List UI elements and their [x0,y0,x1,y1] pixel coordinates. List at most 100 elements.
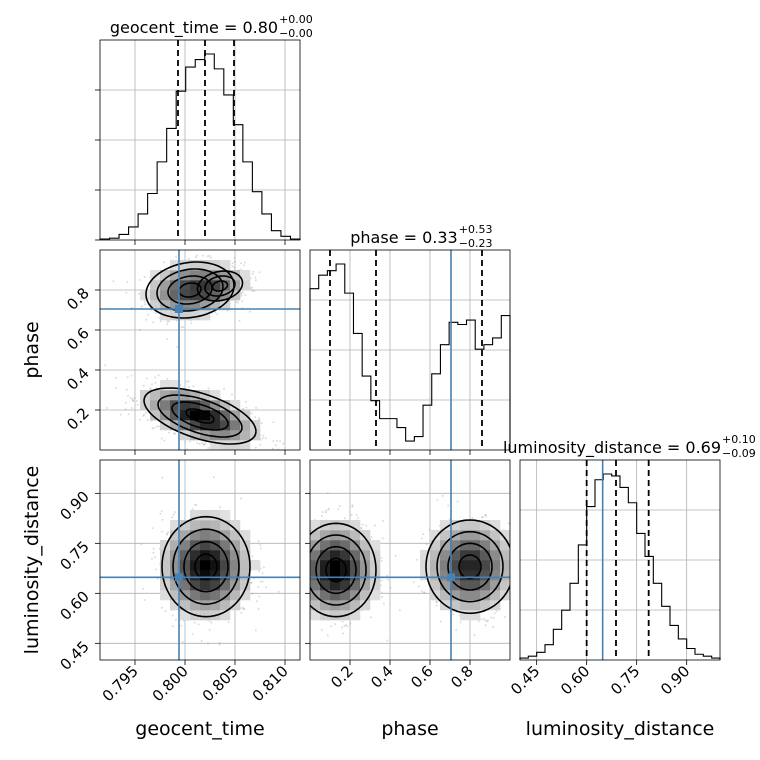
sample-point [180,326,183,329]
sample-point [250,412,253,415]
density-cell [450,520,461,531]
sample-point [280,591,282,593]
density-cell [180,280,191,291]
density-cell [180,530,191,541]
contour-line [157,394,243,438]
sample-point [374,524,376,527]
grid-0-0 [100,40,300,240]
sample-point [149,387,152,390]
sample-point [172,513,175,516]
sample-point [297,583,299,585]
density-cell [330,560,341,571]
panel-title-phase: phase = 0.33 +0.53−0.23 [350,223,492,250]
sample-point [143,599,146,601]
density-cell [200,540,211,551]
sample-point [130,407,133,409]
sample-point [330,625,333,628]
sample-point [104,364,107,367]
contour-line [315,545,357,595]
sample-point [231,262,234,265]
density-cell [240,590,251,601]
density-cell [230,570,241,581]
histogram-bin [252,192,262,240]
sample-point [124,408,127,411]
density-cell [240,280,251,291]
density-cell [470,550,481,561]
sample-point [382,602,385,605]
sample-point [297,562,299,564]
density-cell [320,530,331,541]
density-cell [210,580,221,591]
sample-point [471,517,474,519]
histogram-bin [695,654,703,660]
density-cell [220,420,231,431]
title-lower-error: −0.00 [279,27,313,40]
sample-point [191,633,194,636]
sample-point [517,538,519,540]
density-cell [220,270,231,281]
density-cell [170,280,181,291]
sample-point [151,557,153,560]
density-cell [240,270,251,281]
density-cell [340,580,351,591]
sample-point [214,311,217,314]
density-cell [430,540,441,551]
density-cell [350,580,361,591]
density-cell [480,570,491,581]
density-cell [330,540,341,551]
sample-point [152,551,155,554]
sample-point [145,377,148,380]
sample-point [175,255,178,258]
density-cell [170,540,181,551]
density-cell [490,580,501,591]
density-cell [420,560,431,571]
sample-point [304,563,306,565]
sample-point [223,387,226,390]
density-cell [360,600,371,611]
density-cell [210,300,221,311]
sample-point [328,507,330,510]
sample-point [151,383,153,386]
sample-point [302,546,304,548]
sample-point [125,401,128,404]
sample-point [149,387,152,390]
density-cell [210,390,221,401]
sample-point [210,621,213,624]
density-cell [190,520,201,531]
density-cell [140,290,151,301]
grid-1-1 [310,250,510,450]
sample-point [340,626,343,629]
density-cell [200,290,211,301]
density-cell [360,580,371,591]
sample-point [202,254,205,257]
density-cell [220,430,231,441]
histogram-bin [458,325,467,450]
sample-point [264,437,267,439]
contour-line [145,261,235,319]
sample-point [207,387,210,390]
histogram-bin [353,333,362,450]
title-text: phase = 0.33 [350,228,457,247]
sample-point [259,443,262,446]
density-cell [150,290,161,301]
density-cell [240,430,251,441]
sample-point [240,292,243,295]
density-cell [210,510,221,521]
density-cell [150,280,161,291]
density-cell [210,270,221,281]
sample-point [251,451,253,453]
density-cell [310,550,321,561]
sample-point [279,573,281,575]
density-cell [200,560,211,571]
sample-point [187,380,190,383]
sample-point [184,441,187,444]
sample-point [240,294,243,297]
density-cell [340,550,351,561]
sample-point [252,270,255,273]
density-cell [220,540,231,551]
density-cell [220,440,231,450]
density-cell [340,590,351,601]
density-cell [210,600,221,611]
sample-point [167,320,170,323]
density-cell [170,290,181,301]
